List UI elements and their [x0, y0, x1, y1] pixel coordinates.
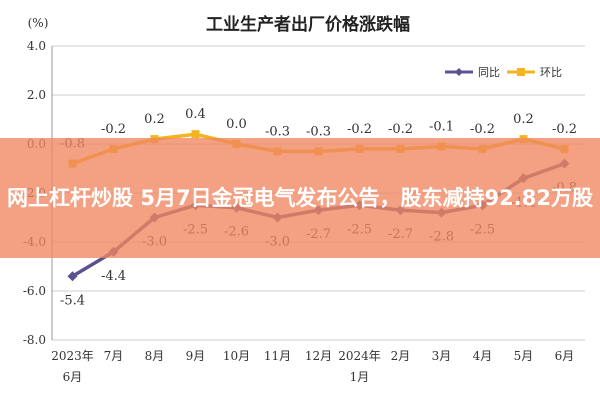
x-tick-label: 11月 [264, 349, 291, 363]
data-label-环比: -0.2 [347, 122, 372, 137]
data-label-环比: -0.1 [429, 119, 454, 134]
data-label-同比: -4.4 [101, 269, 126, 284]
news-headline-text: 网上杠杆炒股 5月7日金冠电气发布公告，股东减持92.82万股 [7, 185, 593, 210]
data-point-同比 [67, 271, 78, 282]
data-label-环比: -0.3 [306, 124, 331, 139]
x-tick-label: 6月 [555, 349, 575, 363]
data-label-同比: -5.4 [60, 293, 85, 308]
x-tick-label: 12月 [305, 349, 332, 363]
data-label-环比: 0.0 [226, 117, 247, 132]
x-axis-categories: 2023年 6月 7月 8月 9月 10月 11月 12月 2024年 1月 2月 3月 4月 5月 6月 [51, 349, 574, 384]
x-tick-label: 4月 [473, 349, 493, 363]
y-tick-label: -8.0 [23, 333, 46, 347]
legend-label-同比: 同比 [478, 66, 500, 79]
x-tick-label: 5月 [514, 349, 534, 363]
x-tick-label: 7月 [104, 349, 124, 363]
x-tick-label: 8月 [145, 349, 165, 363]
data-point-环比 [191, 130, 200, 139]
data-label-环比: -0.3 [265, 124, 290, 139]
x-tick-label: 2024年 1月 [338, 349, 381, 384]
y-tick-label: 4.0 [27, 39, 46, 53]
data-label-环比: 0.4 [185, 107, 206, 122]
data-label-环比: -0.2 [101, 122, 126, 137]
data-label-环比: -0.2 [388, 122, 413, 137]
legend-marker-环比 [517, 68, 525, 76]
legend-label-环比: 环比 [540, 66, 562, 79]
data-label-环比: 0.2 [144, 112, 165, 127]
y-unit-label: (%) [28, 16, 49, 30]
legend: 同比 环比 [445, 66, 562, 79]
data-label-环比: 0.2 [513, 112, 534, 127]
news-headline-banner: 网上杠杆炒股 5月7日金冠电气发布公告，股东减持92.82万股 [0, 138, 600, 258]
chart-title: 工业生产者出厂价格涨跌幅 [206, 14, 410, 35]
data-label-环比: -0.2 [470, 122, 495, 137]
y-tick-label: 2.0 [27, 88, 46, 102]
x-tick-label: 2023年 6月 [51, 349, 94, 384]
data-label-环比: -0.2 [552, 122, 577, 137]
y-tick-label: -6.0 [23, 284, 46, 298]
x-tick-label: 9月 [186, 349, 206, 363]
legend-marker-同比 [455, 68, 463, 76]
x-tick-label: 10月 [223, 349, 250, 363]
x-tick-label: 3月 [432, 349, 452, 363]
x-tick-label: 2月 [391, 349, 411, 363]
